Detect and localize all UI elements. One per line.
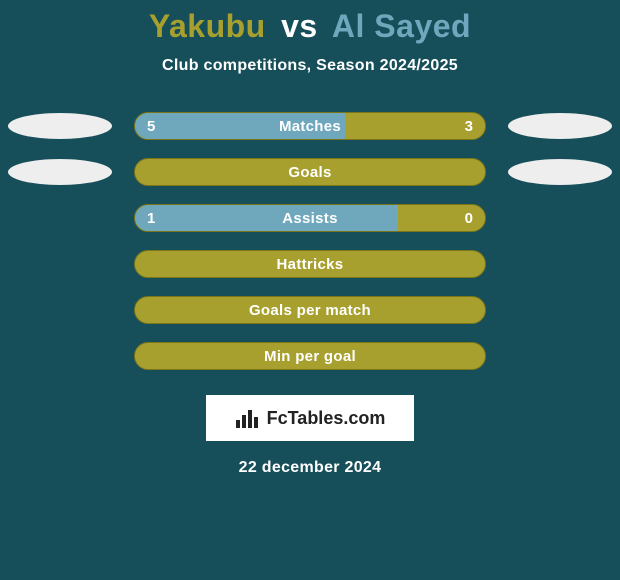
bar-track-min-per-goal: Min per goal bbox=[134, 342, 486, 370]
bar-label: Goals per match bbox=[135, 297, 485, 323]
title-player2: Al Sayed bbox=[332, 8, 471, 44]
bar-track-assists: 1 Assists 0 bbox=[134, 204, 486, 232]
bar-label: Assists bbox=[135, 205, 485, 231]
title-separator: vs bbox=[281, 8, 318, 44]
chart-area: 5 Matches 3 Goals 1 Assists 0 bbox=[0, 103, 620, 379]
footer-date: 22 december 2024 bbox=[0, 459, 620, 477]
stat-row-assists: 1 Assists 0 bbox=[0, 195, 620, 241]
bar-track-hattricks: Hattricks bbox=[134, 250, 486, 278]
barchart-icon bbox=[235, 408, 259, 428]
player2-ellipse bbox=[508, 159, 612, 185]
bar-label: Min per goal bbox=[135, 343, 485, 369]
stat-row-goals: Goals bbox=[0, 149, 620, 195]
comparison-infographic: Yakubu vs Al Sayed Club competitions, Se… bbox=[0, 0, 620, 580]
bar-track-matches: 5 Matches 3 bbox=[134, 112, 486, 140]
bar-label: Hattricks bbox=[135, 251, 485, 277]
logo-box: FcTables.com bbox=[206, 395, 414, 441]
stat-row-matches: 5 Matches 3 bbox=[0, 103, 620, 149]
player1-ellipse bbox=[8, 159, 112, 185]
title-player1: Yakubu bbox=[149, 8, 266, 44]
stat-row-min-per-goal: Min per goal bbox=[0, 333, 620, 379]
bar-track-goals: Goals bbox=[134, 158, 486, 186]
player1-ellipse bbox=[8, 113, 112, 139]
bar-label: Matches bbox=[135, 113, 485, 139]
bar-label: Goals bbox=[135, 159, 485, 185]
logo-text: FcTables.com bbox=[267, 408, 386, 429]
bar-value-right: 3 bbox=[465, 113, 473, 139]
stat-row-hattricks: Hattricks bbox=[0, 241, 620, 287]
subtitle: Club competitions, Season 2024/2025 bbox=[0, 57, 620, 75]
player2-ellipse bbox=[508, 113, 612, 139]
bar-track-goals-per-match: Goals per match bbox=[134, 296, 486, 324]
title: Yakubu vs Al Sayed bbox=[0, 8, 620, 45]
stat-row-goals-per-match: Goals per match bbox=[0, 287, 620, 333]
bar-value-right: 0 bbox=[465, 205, 473, 231]
